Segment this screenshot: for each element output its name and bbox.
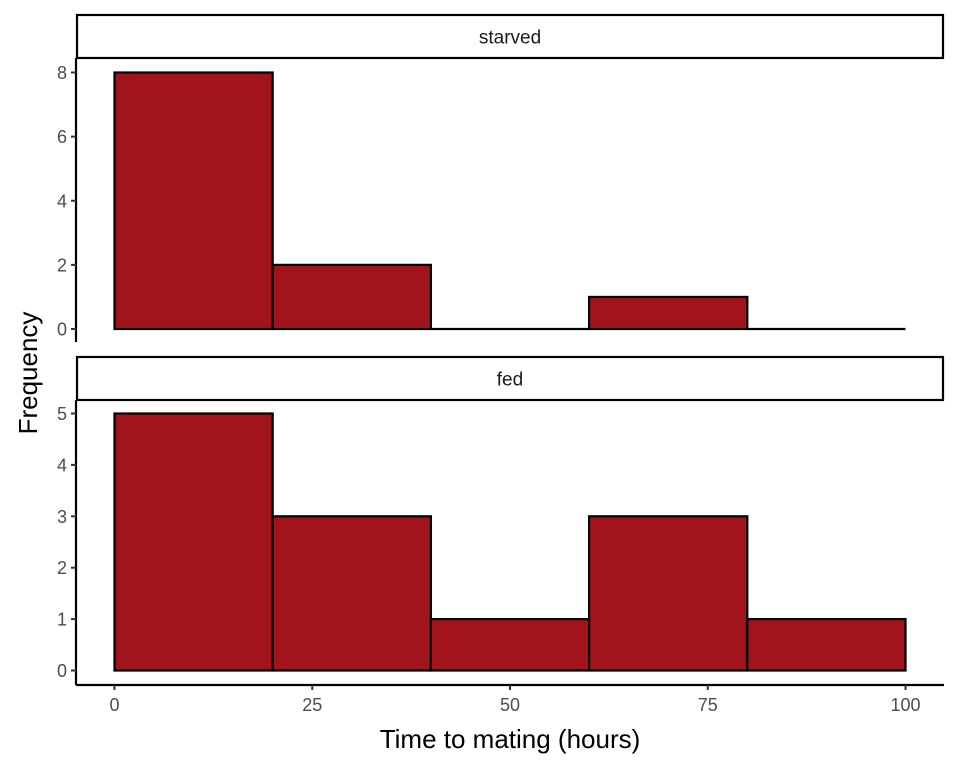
y-tick-label-starved: 0 bbox=[57, 320, 67, 340]
y-tick-label-starved: 6 bbox=[57, 127, 67, 147]
bar-starved bbox=[113, 71, 274, 331]
y-tick-label-fed: 0 bbox=[57, 661, 67, 681]
x-axis-title: Time to mating (hours) bbox=[380, 724, 641, 754]
panels: starved 0 2 4 6 8 fed 0 1 2 3 4 5 bbox=[57, 13, 945, 685]
y-tick-label-starved: 2 bbox=[57, 255, 67, 275]
strip-starved bbox=[75, 13, 945, 60]
panel-starved: starved 0 2 4 6 8 bbox=[57, 13, 945, 342]
y-tick-label-fed: 5 bbox=[57, 404, 67, 424]
y-tick-label-fed: 4 bbox=[57, 455, 67, 475]
bar-starved bbox=[271, 263, 433, 331]
x-tick-label: 75 bbox=[698, 695, 718, 715]
x-tick-label: 0 bbox=[109, 695, 119, 715]
bar-fed bbox=[746, 617, 907, 672]
bar-fed bbox=[429, 617, 591, 672]
panel-fed: fed 0 1 2 3 4 5 bbox=[57, 355, 945, 685]
bar-fed bbox=[271, 515, 433, 672]
strip-label-starved: starved bbox=[479, 28, 541, 49]
strip-label-fed: fed bbox=[497, 370, 523, 391]
bar-starved bbox=[587, 295, 749, 331]
strip-fed bbox=[75, 355, 945, 402]
x-tick-label: 25 bbox=[302, 695, 322, 715]
y-tick-label-fed: 3 bbox=[57, 507, 67, 527]
y-axis-title: Frequency bbox=[13, 312, 43, 435]
y-tick-label-fed: 1 bbox=[57, 610, 67, 630]
x-tick-label: 50 bbox=[500, 695, 520, 715]
y-tick-label-fed: 2 bbox=[57, 558, 67, 578]
x-axis: 0 25 50 75 100 bbox=[76, 683, 944, 715]
x-tick-label: 100 bbox=[890, 695, 920, 715]
bar-fed bbox=[113, 412, 274, 672]
y-tick-label-starved: 8 bbox=[57, 63, 67, 83]
y-tick-label-starved: 4 bbox=[57, 191, 67, 211]
bar-fed bbox=[587, 515, 749, 672]
